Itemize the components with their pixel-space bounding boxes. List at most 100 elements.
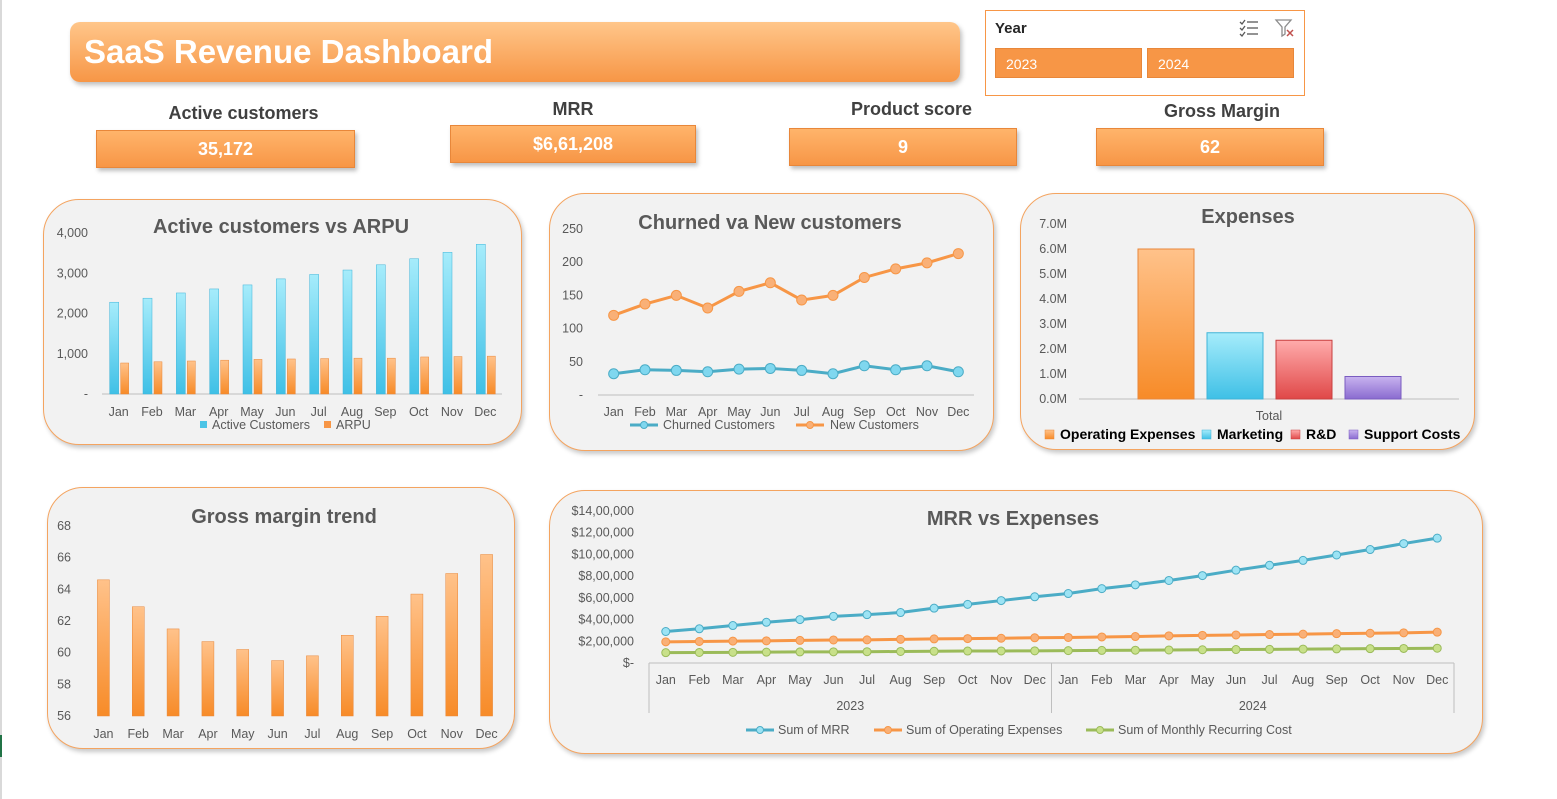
x-tick-label: May (788, 673, 812, 687)
legend-label: ARPU (336, 418, 371, 432)
x-tick-label: Dec (474, 405, 496, 419)
point-sum-of-monthly-recurring-cost (963, 646, 973, 656)
point-sum-of-operating-expenses (996, 633, 1006, 643)
chart-churned-vs-new[interactable]: Churned va New customers - 50 100 150 200 250 J… (549, 193, 994, 451)
legend-label: Operating Expenses (1060, 426, 1196, 442)
y-tick-label: 5.0M (1039, 267, 1067, 281)
chart-title: MRR vs Expenses (927, 508, 1099, 530)
x-tick-label: Aug (1292, 673, 1314, 687)
legend-swatch (1348, 429, 1359, 440)
point-sum-of-operating-expenses (1399, 628, 1409, 638)
point-new-customers (639, 298, 651, 310)
point-sum-of-monthly-recurring-cost (661, 648, 671, 658)
x-tick-label: Feb (127, 727, 149, 741)
legend-label: New Customers (830, 418, 919, 432)
bar-marketing (1206, 332, 1264, 400)
chart-title: Gross margin trend (191, 506, 377, 528)
chart-mrr-vs-expenses[interactable]: MRR vs Expenses $- $2,00,000 $4,00,000 $6,00… (549, 490, 1483, 754)
x-tick-label: Mar (1125, 673, 1147, 687)
chart-gross-margin-trend[interactable]: Gross margin trend 56 58 60 62 64 66 68 Jan Feb Ma… (47, 487, 515, 749)
kpi-value-mrr[interactable]: $6,61,208 (450, 125, 696, 163)
point-sum-of-operating-expenses (694, 637, 704, 647)
point-sum-of-operating-expenses (929, 634, 939, 644)
bar-active-customers (142, 297, 153, 395)
x-tick-label: Aug (889, 673, 911, 687)
x-tick-label: Sep (371, 727, 393, 741)
y-tick-label: 2,000 (57, 307, 88, 321)
point-sum-of-monthly-recurring-cost (1332, 644, 1342, 654)
point-sum-of-mrr (1197, 571, 1207, 581)
point-sum-of-monthly-recurring-cost (694, 647, 704, 657)
x-tick-label: May (231, 727, 255, 741)
x-tick-label: Dec (1024, 673, 1046, 687)
point-sum-of-monthly-recurring-cost (828, 647, 838, 657)
multi-select-icon[interactable] (1238, 17, 1260, 39)
legend-marker (640, 421, 648, 429)
bar-active-customers (276, 278, 286, 395)
slicer-option-2023[interactable]: 2023 (995, 48, 1142, 78)
y-tick-label: $6,00,000 (578, 591, 634, 605)
point-sum-of-monthly-recurring-cost (795, 647, 805, 657)
point-sum-of-mrr (1097, 584, 1107, 594)
point-sum-of-mrr (996, 596, 1006, 606)
point-sum-of-operating-expenses (1063, 632, 1073, 642)
chart-svg: Expenses 0.0M 1.0M 2.0M 3.0M 4.0M 5.0M 6.0M 7.0M… (1039, 206, 1461, 442)
point-sum-of-monthly-recurring-cost (996, 646, 1006, 656)
slicer-option-2024[interactable]: 2024 (1147, 48, 1294, 78)
legend-label: Active Customers (212, 418, 310, 432)
point-sum-of-operating-expenses (862, 635, 872, 645)
point-churned-customers (890, 364, 902, 376)
chart-expenses[interactable]: Expenses 0.0M 1.0M 2.0M 3.0M 4.0M 5.0M 6.0M 7.0M… (1020, 193, 1475, 450)
bar-active-customers (176, 292, 186, 395)
point-sum-of-monthly-recurring-cost (1298, 644, 1308, 654)
point-sum-of-mrr (1130, 580, 1140, 590)
kpi-label-gross-margin: Gross Margin (1163, 101, 1281, 121)
y-tick-label: $8,00,000 (578, 569, 634, 583)
x-tick-label: Nov (441, 405, 464, 419)
point-churned-customers (796, 364, 808, 376)
x-tick-label: Sep (374, 405, 396, 419)
bar-gross-margin (375, 616, 389, 717)
point-sum-of-monthly-recurring-cost (1164, 645, 1174, 655)
y-tick-label: 4.0M (1039, 292, 1067, 306)
x-tick-label: Jul (794, 405, 810, 419)
point-churned-customers (639, 364, 651, 376)
kpi-value-active-customers[interactable]: 35,172 (96, 130, 355, 168)
point-sum-of-mrr (862, 610, 872, 620)
bar-gross-margin (445, 573, 458, 717)
chart-active-vs-arpu[interactable]: Active customers vs ARPU - 1,000 2,000 3,000… (43, 199, 522, 445)
point-churned-customers (702, 366, 714, 378)
point-sum-of-operating-expenses (1197, 630, 1207, 640)
x-tick-label: Oct (1360, 673, 1380, 687)
point-churned-customers (670, 364, 682, 376)
legend-swatch (1201, 429, 1212, 440)
point-sum-of-mrr (1063, 589, 1073, 599)
y-tick-label: 62 (57, 614, 71, 628)
chart-svg: Gross margin trend 56 58 60 62 64 66 68 Jan Feb Ma… (57, 506, 498, 741)
point-sum-of-mrr (795, 615, 805, 625)
point-new-customers (702, 302, 714, 314)
bar-operating-expenses (1137, 248, 1195, 400)
bar-arpu (253, 359, 263, 395)
chart-svg: MRR vs Expenses $- $2,00,000 $4,00,000 $6,00… (571, 504, 1455, 737)
x-tick-label: Dec (947, 405, 969, 419)
y-tick-label: 64 (57, 582, 71, 596)
y-tick-label: 100 (562, 322, 583, 336)
bar-arpu (420, 356, 429, 395)
y-tick-label: - (84, 387, 88, 401)
dashboard-title: SaaS Revenue Dashboard (84, 33, 493, 70)
chart-title: Churned va New customers (638, 212, 901, 234)
clear-filter-icon[interactable] (1274, 17, 1296, 39)
point-sum-of-mrr (963, 599, 973, 609)
bar-arpu (487, 355, 496, 395)
dashboard-title-bar[interactable]: SaaS Revenue Dashboard (70, 22, 960, 82)
x-tick-label: Mar (666, 405, 688, 419)
bar-active-customers (109, 301, 119, 395)
point-churned-customers (733, 363, 745, 375)
kpi-value-gross-margin[interactable]: 62 (1096, 128, 1324, 166)
kpi-value-product-score[interactable]: 9 (789, 128, 1017, 166)
bar-active-customers (476, 244, 486, 395)
year-slicer[interactable]: Year 2023 2024 (985, 10, 1305, 96)
bar-arpu (220, 359, 229, 395)
legend-label: Support Costs (1364, 426, 1461, 442)
